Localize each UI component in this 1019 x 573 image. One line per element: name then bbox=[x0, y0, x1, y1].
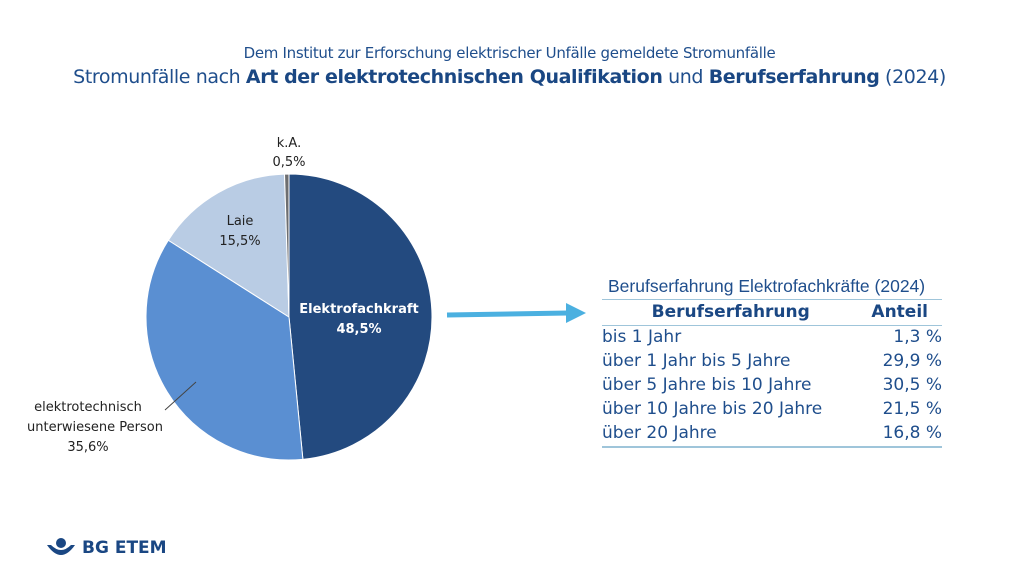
row-value: 30,5 % bbox=[882, 375, 942, 395]
row-value: 16,8 % bbox=[882, 423, 942, 443]
table-row: über 1 Jahr bis 5 Jahre 29,9 % bbox=[602, 350, 942, 374]
pie-slice-0 bbox=[288, 173, 433, 460]
row-label: über 1 Jahr bis 5 Jahre bbox=[602, 351, 791, 371]
label-laie: Laie bbox=[227, 214, 254, 229]
table-row: bis 1 Jahr 1,3 % bbox=[602, 326, 942, 351]
title-part: Art der elektrotechnischen Qualifikation bbox=[245, 66, 663, 88]
row-value: 1,3 % bbox=[893, 327, 942, 347]
title-part: und bbox=[662, 66, 709, 88]
row-value: 21,5 % bbox=[882, 399, 942, 419]
logo-text: BG ETEM bbox=[82, 538, 167, 558]
value-ka: 0,5% bbox=[272, 155, 305, 170]
table-title: Berufserfahrung Elektrofachkräfte (2024) bbox=[608, 276, 926, 296]
value-ep: 35,6% bbox=[67, 440, 108, 455]
leader-line bbox=[164, 381, 197, 411]
table-row: über 20 Jahre 16,8 % bbox=[602, 422, 942, 447]
header-anteil: Anteil bbox=[859, 299, 942, 326]
row-label: über 20 Jahre bbox=[602, 423, 717, 443]
value-ef: 48,5% bbox=[336, 322, 381, 337]
title-part: Stromunfälle nach bbox=[73, 66, 246, 88]
chart-title: Stromunfälle nach Art der elektrotechnis… bbox=[0, 66, 1019, 88]
pie-slice-3 bbox=[283, 173, 290, 318]
row-label: über 5 Jahre bis 10 Jahre bbox=[602, 375, 812, 395]
pie-slice-2 bbox=[167, 173, 290, 318]
label-ep-2: unterwiesene Person bbox=[27, 420, 163, 435]
table-row: über 5 Jahre bis 10 Jahre 30,5 % bbox=[602, 374, 942, 398]
row-value: 29,9 % bbox=[882, 351, 942, 371]
experience-table: Berufserfahrung Elektrofachkräfte (2024)… bbox=[602, 276, 954, 448]
row-label: über 10 Jahre bis 20 Jahre bbox=[602, 399, 823, 419]
pie-slice-1 bbox=[145, 239, 304, 461]
title-part: Berufserfahrung bbox=[708, 66, 880, 88]
header-berufserfahrung: Berufserfahrung bbox=[602, 299, 860, 326]
label-ka: k.A. bbox=[277, 136, 301, 151]
bg-etem-logo-icon bbox=[47, 538, 75, 555]
title-part: (2024) bbox=[879, 66, 946, 88]
value-laie: 15,5% bbox=[219, 234, 260, 249]
label-ef: Elektrofachkraft bbox=[299, 302, 418, 317]
logo: BG ETEM bbox=[46, 537, 167, 559]
arrow-icon bbox=[446, 303, 586, 323]
subtitle: Dem Institut zur Erforschung elektrische… bbox=[243, 44, 776, 62]
label-ep-1: elektrotechnisch bbox=[34, 400, 142, 415]
table-row: über 10 Jahre bis 20 Jahre 21,5 % bbox=[602, 398, 942, 422]
row-label: bis 1 Jahr bbox=[602, 327, 682, 347]
